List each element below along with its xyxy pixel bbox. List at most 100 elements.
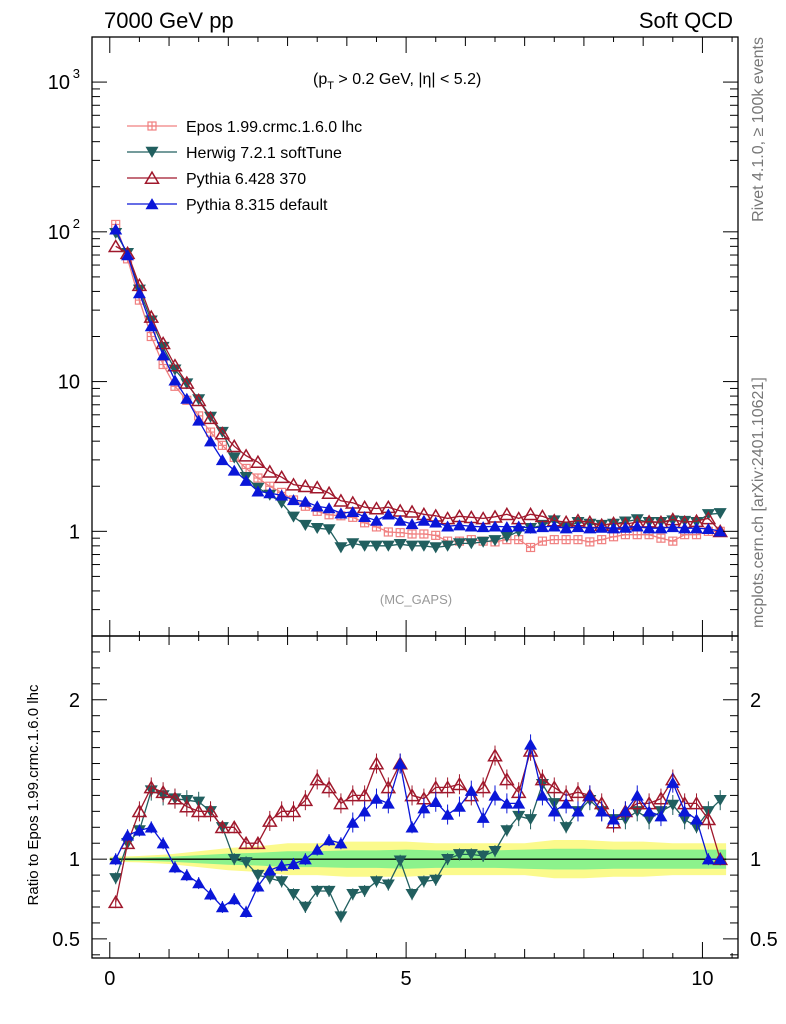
- ratio-point-pythia-8-315-default: [121, 829, 135, 841]
- ratio-point-pythia-8-315-default: [369, 792, 383, 804]
- main-point-pythia-8-315-default: [713, 525, 727, 537]
- ratio-point-pythia-8-315-default: [109, 853, 123, 865]
- ratio-point-pythia-8-315-default: [417, 802, 431, 814]
- main-point-herwig-7-2-1-softtune: [488, 535, 502, 547]
- legend-marker-pythia-8-315-default: [145, 198, 159, 210]
- main-point-pythia-6-428-370: [333, 493, 349, 507]
- ratio-point-herwig-7-2-1-softtune: [369, 876, 383, 888]
- ratio-point-pythia-8-315-default: [476, 811, 490, 823]
- main-point-pythia-8-315-default: [607, 522, 621, 534]
- ratio-point-pythia-8-315-default: [595, 805, 609, 817]
- ratio-point-pythia-6-428-370: [380, 780, 397, 794]
- ratio-point-pythia-6-428-370: [167, 791, 183, 805]
- main-point-epos-1-99-crmc-1-6-0-lhc: [597, 535, 607, 545]
- main-point-epos-1-99-crmc-1-6-0-lhc: [253, 473, 263, 483]
- ratio-y-tick-label: 0.5: [52, 929, 80, 951]
- ratio-point-pythia-8-315-default: [713, 853, 727, 865]
- ratio-point-pythia-6-428-370: [214, 819, 231, 834]
- main-point-epos-1-99-crmc-1-6-0-lhc: [608, 532, 619, 542]
- main-point-herwig-7-2-1-softtune: [464, 538, 478, 550]
- cuts-label-subscript: T: [327, 80, 334, 92]
- ratio-point-pythia-6-428-370: [179, 799, 195, 813]
- main-y-tick-label: 1: [69, 521, 80, 543]
- ratio-point-pythia-8-315-default: [559, 797, 573, 809]
- main-point-pythia-6-428-370: [309, 480, 326, 494]
- main-point-epos-1-99-crmc-1-6-0-lhc: [419, 529, 429, 539]
- ratio-point-herwig-7-2-1-softtune: [559, 822, 573, 834]
- main-point-pythia-6-428-370: [321, 485, 337, 500]
- ratio-point-pythia-8-315-default: [405, 821, 419, 833]
- main-point-epos-1-99-crmc-1-6-0-lhc: [537, 536, 548, 546]
- ratio-point-pythia-8-315-default: [535, 789, 549, 801]
- main-point-pythia-8-315-default: [263, 487, 277, 499]
- cuts-label-part2: > 0.2 GeV, |η| < 5.2): [334, 71, 481, 88]
- legend-label-epos-1-99-crmc-1-6-0-lhc: Epos 1.99.crmc.1.6.0 lhc: [186, 119, 362, 136]
- main-point-pythia-8-315-default: [239, 474, 253, 486]
- legend-marker-epos-1-99-crmc-1-6-0-lhc: [147, 121, 157, 131]
- ratio-point-pythia-8-315-default: [429, 795, 443, 807]
- main-point-herwig-7-2-1-softtune: [476, 536, 490, 548]
- ratio-point-pythia-8-315-default: [263, 864, 277, 876]
- ratio-point-pythia-8-315-default: [156, 837, 170, 849]
- ratio-point-pythia-6-428-370: [226, 819, 243, 834]
- main-point-pythia-6-428-370: [190, 392, 207, 407]
- ratio-point-pythia-8-315-default: [690, 813, 704, 825]
- main-point-pythia-8-315-default: [595, 521, 609, 533]
- main-point-pythia-6-428-370: [202, 410, 219, 425]
- ratio-point-pythia-6-428-370: [131, 804, 148, 818]
- ratio-point-pythia-8-315-default: [547, 805, 561, 817]
- main-point-pythia-8-315-default: [358, 510, 372, 523]
- ratio-point-pythia-6-428-370: [321, 780, 337, 794]
- ratio-point-pythia-8-315-default: [287, 858, 301, 870]
- ratio-point-pythia-8-315-default: [168, 861, 182, 873]
- main-point-pythia-8-315-default: [678, 522, 692, 534]
- ratio-point-pythia-8-315-default: [500, 797, 514, 809]
- ratio-point-pythia-8-315-default: [654, 810, 668, 822]
- header-right-label: Soft QCD: [639, 8, 733, 33]
- main-point-pythia-8-315-default: [334, 507, 348, 519]
- main-point-pythia-8-315-default: [524, 522, 538, 534]
- main-point-pythia-8-315-default: [488, 520, 502, 532]
- main-point-pythia-8-315-default: [132, 287, 146, 299]
- main-point-pythia-6-428-370: [499, 506, 515, 521]
- main-point-herwig-7-2-1-softtune: [310, 522, 324, 535]
- main-point-herwig-7-2-1-softtune: [417, 540, 431, 552]
- main-point-pythia-6-428-370: [250, 454, 266, 469]
- main-point-herwig-7-2-1-softtune: [678, 515, 692, 527]
- main-point-pythia-8-315-default: [322, 502, 336, 514]
- main-point-herwig-7-2-1-softtune: [287, 511, 301, 523]
- ratio-point-pythia-6-428-370: [487, 748, 503, 762]
- ratio-point-herwig-7-2-1-softtune: [488, 845, 502, 858]
- main-point-herwig-7-2-1-softtune: [369, 540, 383, 552]
- main-point-pythia-8-315-default: [464, 520, 478, 532]
- ratio-point-pythia-8-315-default: [512, 797, 526, 809]
- main-point-epos-1-99-crmc-1-6-0-lhc: [431, 530, 441, 540]
- ratio-point-pythia-8-315-default: [630, 789, 644, 801]
- main-point-pythia-8-315-default: [429, 516, 443, 528]
- ratio-point-herwig-7-2-1-softtune: [524, 814, 538, 826]
- main-point-herwig-7-2-1-softtune: [227, 452, 241, 464]
- main-point-pythia-8-315-default: [109, 223, 123, 235]
- ratio-point-pythia-8-315-default: [642, 805, 656, 817]
- cuts-label-part1: (p: [313, 71, 327, 88]
- ratio-point-pythia-8-315-default: [358, 805, 372, 817]
- main-point-pythia-6-428-370: [167, 358, 183, 372]
- ratio-point-pythia-8-315-default: [310, 843, 324, 855]
- legend-marker-pythia-6-428-370: [144, 170, 160, 184]
- main-y-tick-label: 10: [58, 372, 80, 394]
- ratio-point-herwig-7-2-1-softtune: [500, 825, 514, 837]
- main-point-herwig-7-2-1-softtune: [346, 538, 360, 550]
- main-point-epos-1-99-crmc-1-6-0-lhc: [525, 542, 536, 553]
- main-line-pythia-8-315-default: [115, 229, 721, 532]
- main-point-pythia-8-315-default: [571, 521, 585, 533]
- main-point-pythia-8-315-default: [666, 521, 680, 533]
- ratio-point-pythia-8-315-default: [452, 800, 466, 812]
- ratio-uncertainty-band: [109, 840, 727, 879]
- ratio-point-herwig-7-2-1-softtune: [275, 876, 289, 888]
- ratio-point-pythia-8-315-default: [192, 877, 206, 889]
- legend-label-pythia-6-428-370: Pythia 6.428 370: [186, 171, 306, 188]
- main-point-pythia-8-315-default: [630, 520, 644, 532]
- ratio-point-pythia-8-315-default: [607, 813, 621, 825]
- main-point-pythia-8-315-default: [441, 520, 455, 532]
